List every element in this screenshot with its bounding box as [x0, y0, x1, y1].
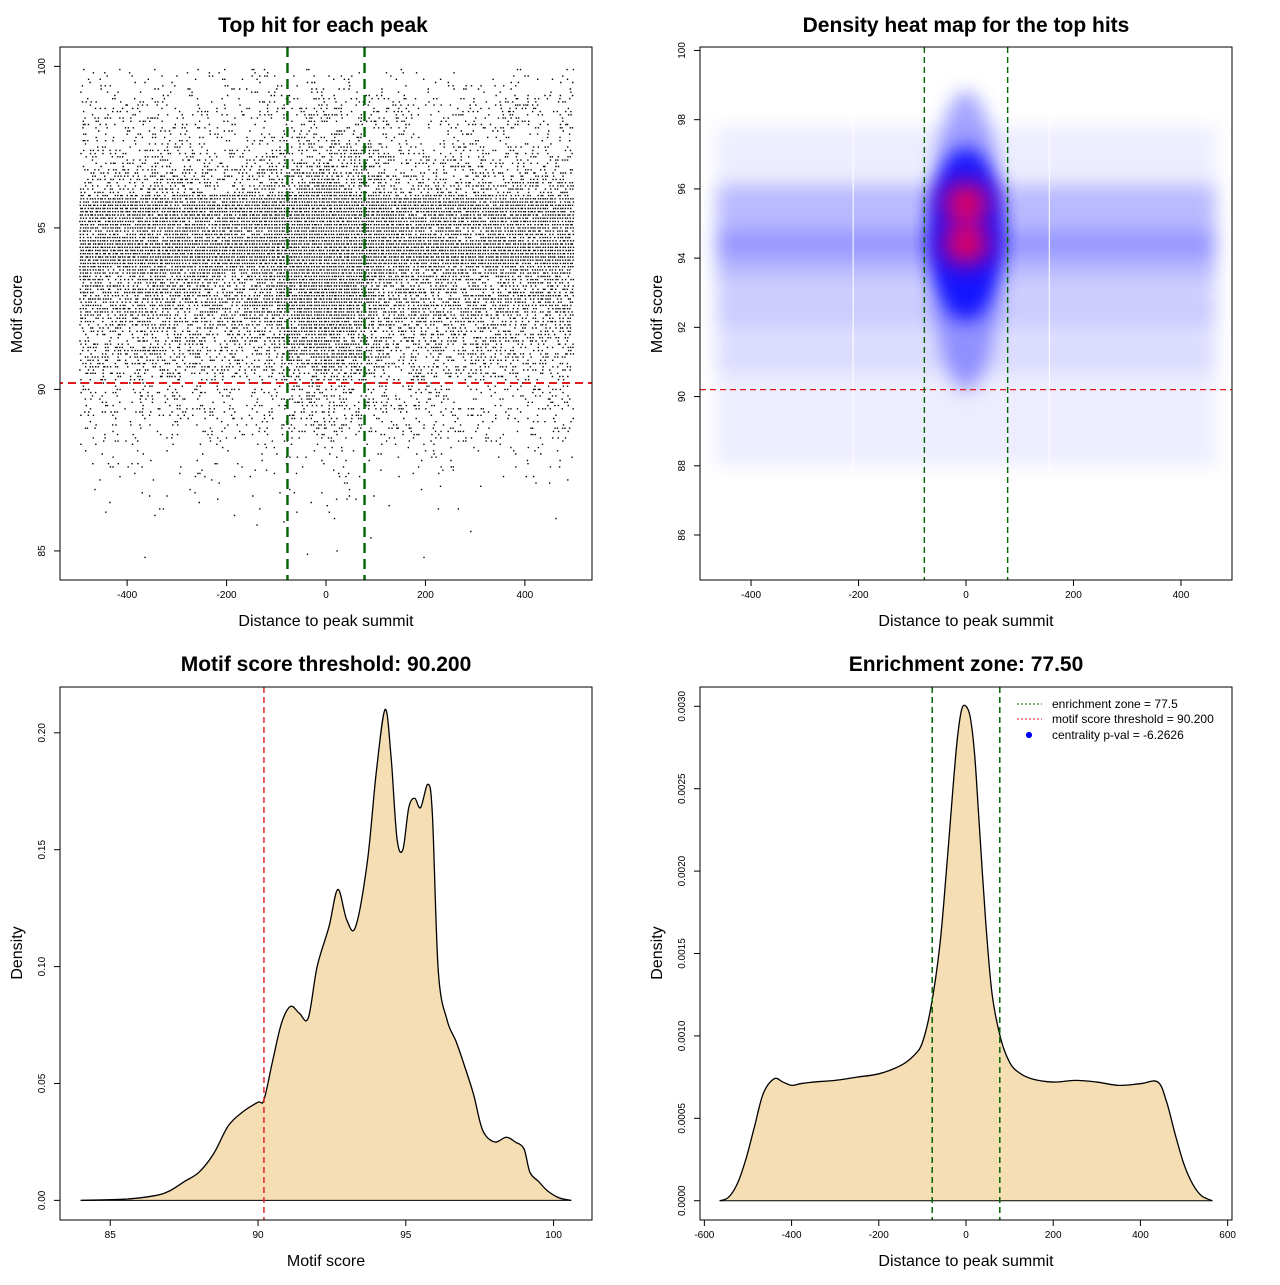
x-axis-label: Motif score [287, 1253, 365, 1270]
x-tick-label: -400 [782, 1230, 802, 1241]
y-axis-label: Density [649, 926, 666, 979]
legend-swatch-pval [1025, 731, 1033, 739]
x-tick-label: -400 [117, 590, 137, 601]
x-axis-label: Distance to peak summit [878, 1253, 1054, 1270]
legend-label: centrality p-val = -6.2626 [1052, 728, 1184, 742]
chart-title: Enrichment zone: 77.50 [849, 653, 1084, 676]
x-tick-label: -200 [217, 590, 237, 601]
x-tick-label: 100 [545, 1230, 562, 1241]
panel-scatter: Top hit for each peak -400 -200 0 200 400 85 9… [9, 14, 593, 630]
axes: -400 -200 0 200 400 85 90 95 100 [37, 58, 534, 601]
x-tick-label: -200 [869, 1230, 889, 1241]
y-tick-label: 90 [677, 391, 688, 403]
chart-title: Top hit for each peak [218, 14, 428, 37]
chart-title: Motif score threshold: 90.200 [181, 653, 472, 676]
x-tick-label: 95 [400, 1230, 412, 1241]
y-tick-label: 0.15 [37, 840, 48, 860]
x-tick-label: 85 [105, 1230, 117, 1241]
x-tick-label: 0 [963, 590, 969, 601]
density-curve [719, 704, 1213, 1202]
y-tick-label: 100 [37, 58, 48, 75]
x-tick-label: 0 [323, 590, 329, 601]
chart-title: Density heat map for the top hits [803, 14, 1130, 37]
plot-frame [59, 46, 593, 581]
hot-spots [938, 178, 994, 269]
y-tick-label: 0.05 [37, 1073, 48, 1093]
y-tick-label: 86 [677, 529, 688, 541]
y-tick-label: 0.0000 [677, 1185, 688, 1216]
y-tick-label: 0.0015 [677, 938, 688, 969]
legend-label: enrichment zone = 77.5 [1052, 697, 1178, 711]
axes: -400 -200 0 200 400 86 88 90 92 94 96 98 100 [677, 42, 1190, 601]
x-axis-label: Distance to peak summit [878, 613, 1054, 630]
density-fill [719, 705, 1213, 1201]
y-tick-label: 88 [677, 460, 688, 472]
x-tick-label: 0 [963, 1230, 969, 1241]
x-tick-label: -400 [741, 590, 761, 601]
panel-heatmap: Density heat map for the top hits -400 -2… [649, 14, 1233, 630]
scatter-point-cloud [79, 68, 575, 559]
plot-area [700, 47, 1232, 580]
panel-distance-density: Enrichment zone: 77.50 -600 -400 -200 0 200 4… [649, 653, 1236, 1270]
y-tick-label: 90 [37, 383, 48, 395]
y-tick-label: 0.20 [37, 723, 48, 743]
x-tick-label: 400 [517, 590, 534, 601]
x-axis-label: Distance to peak summit [238, 613, 414, 630]
legend-label: motif score threshold = 90.200 [1052, 712, 1214, 726]
plot-area [80, 687, 572, 1220]
hot-spot [948, 187, 984, 218]
density-curve [80, 708, 572, 1202]
y-tick-label: 95 [37, 222, 48, 234]
y-tick-label: 0.0030 [677, 691, 688, 722]
y-tick-label: 92 [677, 321, 688, 333]
density-fill [80, 709, 572, 1201]
x-tick-label: 600 [1219, 1230, 1236, 1241]
plot-area [60, 47, 592, 580]
x-tick-label: 200 [417, 590, 434, 601]
axes: -600 -400 -200 0 200 400 600 0.0000 0.0005 0.0010… [677, 691, 1236, 1241]
legend: enrichment zone = 77.5 motif score thres… [1017, 697, 1214, 742]
y-tick-label: 0.0005 [677, 1103, 688, 1134]
y-axis-label: Motif score [9, 275, 26, 353]
y-tick-label: 100 [677, 42, 688, 59]
plot-area [719, 687, 1213, 1220]
x-tick-label: 90 [252, 1230, 264, 1241]
y-axis-label: Motif score [649, 275, 666, 353]
y-tick-label: 0.0010 [677, 1020, 688, 1051]
x-tick-label: 400 [1132, 1230, 1149, 1241]
y-tick-label: 96 [677, 183, 688, 195]
x-tick-label: 200 [1045, 1230, 1062, 1241]
x-tick-label: -600 [694, 1230, 714, 1241]
panel-score-density: Motif score threshold: 90.200 85 90 95 100 0… [9, 653, 593, 1270]
y-tick-label: 94 [677, 252, 688, 264]
x-tick-label: 200 [1065, 590, 1082, 601]
y-tick-label: 98 [677, 114, 688, 126]
y-tick-label: 85 [37, 545, 48, 557]
hot-spot [948, 229, 984, 260]
y-axis-label: Density [9, 926, 26, 979]
plot-frame [59, 686, 593, 1221]
axes: 85 90 95 100 0.00 0.05 0.10 0.15 0.20 [37, 723, 562, 1241]
scatter-points [79, 68, 575, 559]
y-tick-label: 0.10 [37, 956, 48, 976]
y-tick-label: 0.0025 [677, 773, 688, 804]
y-tick-label: 0.0020 [677, 855, 688, 886]
x-tick-label: 400 [1173, 590, 1190, 601]
y-tick-label: 0.00 [37, 1190, 48, 1210]
x-tick-label: -200 [849, 590, 869, 601]
